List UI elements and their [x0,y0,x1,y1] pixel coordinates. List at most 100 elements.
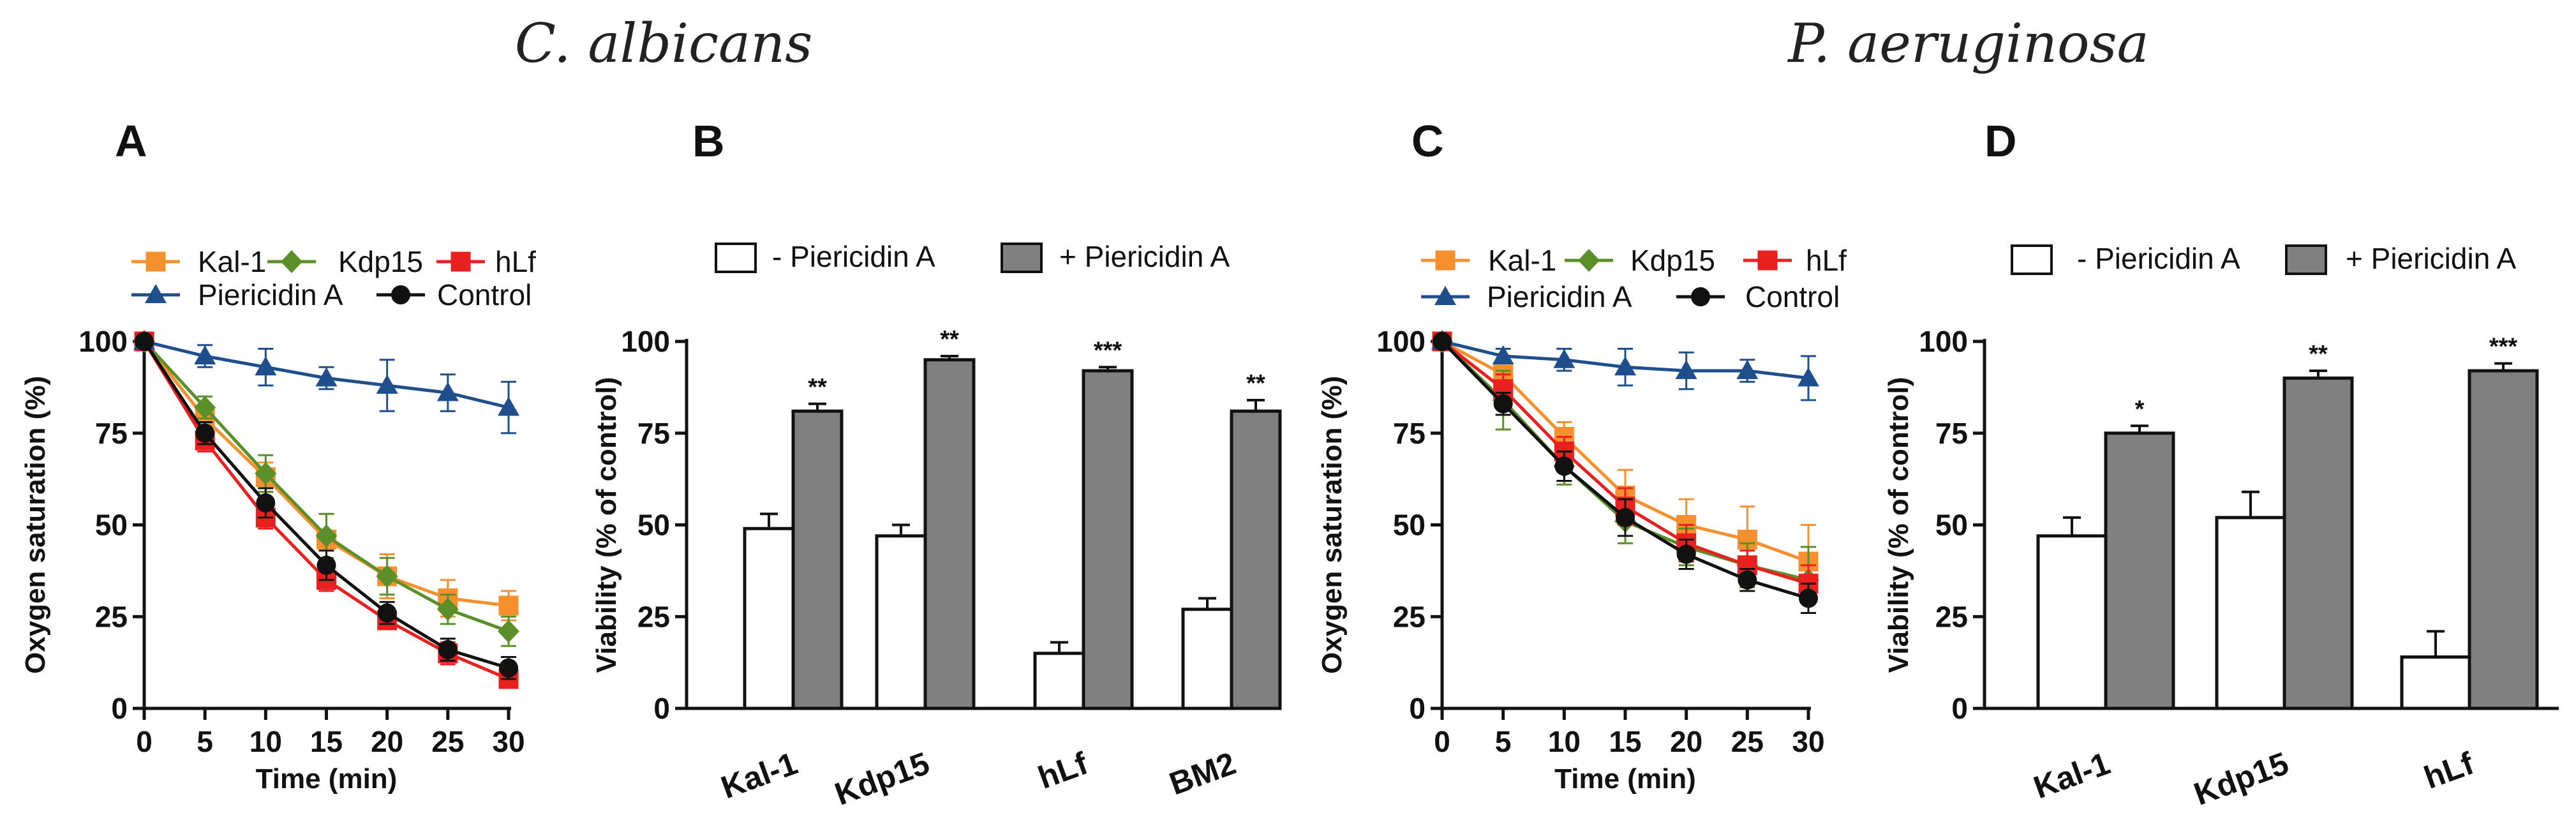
significance-marker: * [2135,396,2145,422]
x-tick-label: 20 [1670,725,1702,758]
data-point [256,493,276,512]
x-tick-label: 30 [492,725,525,758]
data-point [255,462,277,485]
data-point [1493,394,1513,414]
x-tick-label: 5 [1495,725,1512,758]
title-left: C. albicans [515,12,813,75]
x-tick-label: 15 [1609,725,1641,758]
x-tick-label: 15 [310,725,343,758]
data-point [1614,356,1636,376]
data-point [438,640,458,659]
y-tick-label: 75 [1935,417,1968,450]
x-tick-label: 30 [1792,725,1824,758]
legend-marker [1757,250,1778,271]
y-tick-label: 0 [1409,692,1426,725]
y-axis-label: Oxygen saturation (%) [1316,376,1348,674]
series-control [135,332,518,680]
data-point [1798,367,1819,387]
y-tick-label: 25 [637,600,670,633]
bar-plus-piericidin [791,409,844,710]
legend-item: + Piericidin A [2285,242,2517,275]
y-axis-label: Viability (% of control) [1883,377,1914,673]
data-point [1676,544,1696,564]
legend-swatch [2011,244,2053,275]
x-tick-label: 0 [1434,725,1450,758]
legend-item: hLf [1743,244,1847,277]
legend-item: Kal-1 [131,245,266,278]
significance-marker: ** [1246,370,1265,397]
y-tick-label: 75 [1393,417,1426,450]
data-point [1492,345,1514,364]
data-point [1433,332,1452,351]
data-point [499,658,518,678]
legend-marker [1578,249,1600,272]
bar-plus-piericidin [2104,431,2175,710]
data-point [195,423,215,443]
data-point [376,375,398,394]
panel-label: B [692,116,725,166]
y-tick-label: 50 [637,509,670,542]
y-tick-label: 50 [1935,509,1968,542]
data-point [255,356,277,376]
y-tick-label: 25 [1935,600,1968,633]
legend-item: Kdp15 [1565,244,1715,277]
legend-label: + Piericidin A [1059,240,1230,273]
data-point [194,396,216,419]
legend-item: hLf [436,245,536,278]
x-axis-label: Time (min) [1554,763,1696,795]
legend-marker [450,251,471,272]
legend-item: Piericidin A [131,278,343,311]
legend-item: + Piericidin A [1001,240,1230,273]
significance-marker: ** [2309,341,2328,368]
data-point [1675,360,1697,379]
bar-minus-piericidin [1181,608,1233,710]
panel-label: D [1984,116,2017,166]
y-tick-label: 25 [95,600,128,633]
x-tick-label: 25 [1731,725,1764,758]
legend-label: Kal-1 [198,245,266,278]
bar-minus-piericidin [1033,652,1085,710]
series-line [142,340,509,670]
legend-item: Control [376,278,532,311]
y-tick-label: 0 [111,692,128,725]
panel-label: C [1411,116,1444,166]
data-point [498,595,519,616]
x-tick-label: 5 [197,725,213,758]
legend-marker [391,285,410,304]
panel-c: C 0 25 50 75 100 Oxygen saturation (%) 0 5 10 15 20… [1316,116,1847,795]
bar-plus-piericidin [923,358,976,710]
legend-marker [1434,286,1456,305]
panel-a: A 0 25 50 75 100 Oxygen saturation (%) 0 5 10 15 20… [20,116,536,795]
x-tick-label: 10 [249,725,282,758]
legend-label: Piericidin A [198,278,343,311]
x-tick-label: 0 [136,725,153,758]
legend-label: Control [437,278,532,311]
y-tick-label: 50 [95,509,128,542]
significance-marker: ** [808,374,827,401]
series-control [1433,332,1818,614]
data-point [1738,570,1757,590]
x-tick-label: 20 [371,725,403,758]
panel-label: A [115,116,147,166]
category-label: Kdp15 [2189,745,2293,812]
category-label: hLf [2420,745,2479,796]
data-point [436,382,459,401]
legend-label: - Piericidin A [772,240,935,273]
data-point [315,367,338,387]
data-point [377,603,397,623]
data-point [1553,348,1575,368]
legend-swatch [2285,244,2327,275]
legend-item: - Piericidin A [2011,242,2240,275]
y-tick-label: 100 [78,325,128,358]
legend-label: Kdp15 [1630,244,1715,277]
bar-plus-piericidin [1230,409,1282,710]
legend-label: + Piericidin A [2346,242,2517,275]
bar-minus-piericidin [2215,516,2286,710]
series-line [142,340,509,681]
data-point [316,555,336,575]
significance-marker: *** [2489,334,2518,361]
data-point [436,597,459,621]
data-point [1616,508,1635,527]
category-label: Kdp15 [830,745,934,812]
